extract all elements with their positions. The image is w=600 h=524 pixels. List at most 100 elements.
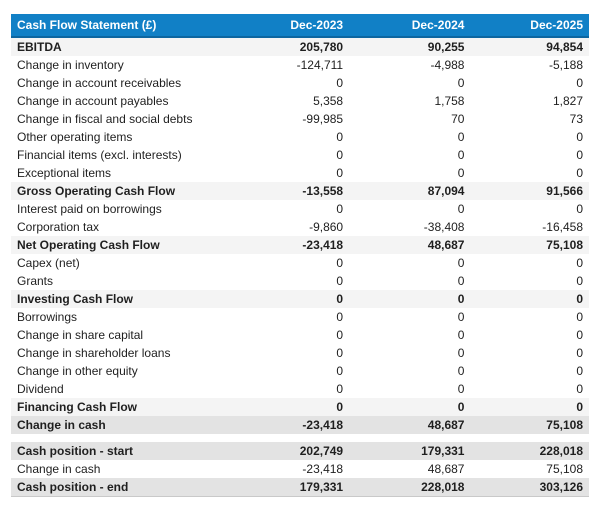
row-label: Change in account payables [11, 92, 237, 110]
table-row: Corporation tax -9,860 -38,408 -16,458 [11, 218, 589, 236]
table-row: Gross Operating Cash Flow -13,558 87,094 91… [11, 182, 589, 200]
row-label: Cash position - end [11, 478, 237, 497]
row-label: Grants [11, 272, 237, 290]
row-value: 0 [349, 128, 471, 146]
table-row: Other operating items 0 0 0 [11, 128, 589, 146]
row-value: 0 [470, 74, 589, 92]
table-row: Change in cash -23,418 48,687 75,108 [11, 416, 589, 434]
row-value: 0 [349, 200, 471, 218]
column-header-dec-2023: Dec-2023 [236, 14, 350, 38]
row-value: 0 [349, 290, 471, 308]
table-row: EBITDA 205,780 90,255 94,854 [11, 37, 589, 56]
row-value: 73 [470, 110, 589, 128]
table-row: Cash position - start 202,749 179,331 228,0… [11, 442, 589, 460]
row-value: 75,108 [470, 416, 589, 434]
row-value: 5,358 [236, 92, 350, 110]
row-value: 0 [349, 362, 471, 380]
row-value: 0 [236, 74, 350, 92]
table-row: Change in shareholder loans 0 0 0 [11, 344, 589, 362]
row-value: 94,854 [470, 37, 589, 56]
table-row: Exceptional items 0 0 0 [11, 164, 589, 182]
table-row: Change in other equity 0 0 0 [11, 362, 589, 380]
row-label: Interest paid on borrowings [11, 200, 237, 218]
row-value: 48,687 [349, 416, 471, 434]
row-label: Exceptional items [11, 164, 237, 182]
table-title: Cash Flow Statement (£) [11, 14, 237, 38]
column-header-dec-2024: Dec-2024 [349, 14, 471, 38]
table-header-row: Cash Flow Statement (£) Dec-2023 Dec-202… [11, 14, 589, 38]
row-value: 0 [470, 254, 589, 272]
row-value: 0 [236, 200, 350, 218]
row-value: 0 [349, 308, 471, 326]
row-value: 0 [349, 326, 471, 344]
row-value: 90,255 [349, 37, 471, 56]
table-row: Change in cash -23,418 48,687 75,108 [11, 460, 589, 478]
table-row: Change in share capital 0 0 0 [11, 326, 589, 344]
row-value: 0 [470, 398, 589, 416]
row-value: 179,331 [236, 478, 350, 497]
row-label: Change in account receivables [11, 74, 237, 92]
table-row: Change in account payables 5,358 1,758 1,82… [11, 92, 589, 110]
row-label: Change in cash [11, 460, 237, 478]
row-value: 0 [470, 164, 589, 182]
row-value: 0 [236, 254, 350, 272]
row-value: 0 [236, 128, 350, 146]
table-row: Capex (net) 0 0 0 [11, 254, 589, 272]
row-value: 48,687 [349, 236, 471, 254]
row-value: -124,711 [236, 56, 350, 74]
table-row: Change in account receivables 0 0 0 [11, 74, 589, 92]
row-label: EBITDA [11, 37, 237, 56]
row-label: Investing Cash Flow [11, 290, 237, 308]
row-value: 0 [236, 272, 350, 290]
row-value: 0 [349, 272, 471, 290]
row-value: 0 [236, 380, 350, 398]
row-value: 0 [470, 146, 589, 164]
row-value: 303,126 [470, 478, 589, 497]
row-value: 0 [470, 344, 589, 362]
row-label: Borrowings [11, 308, 237, 326]
row-value: 0 [470, 362, 589, 380]
row-value: 91,566 [470, 182, 589, 200]
row-label: Financial items (excl. interests) [11, 146, 237, 164]
table-row: Financing Cash Flow 0 0 0 [11, 398, 589, 416]
row-value: 0 [236, 290, 350, 308]
row-value: 0 [349, 74, 471, 92]
row-label: Change in other equity [11, 362, 237, 380]
row-value: 0 [470, 272, 589, 290]
cash-flow-table: Cash Flow Statement (£) Dec-2023 Dec-202… [11, 14, 589, 434]
table-row: Change in inventory -124,711 -4,988 -5,188 [11, 56, 589, 74]
row-value: 0 [349, 146, 471, 164]
row-value: -23,418 [236, 236, 350, 254]
table-row: Change in fiscal and social debts -99,985… [11, 110, 589, 128]
row-value: 0 [236, 146, 350, 164]
row-value: 0 [349, 344, 471, 362]
row-value: 1,827 [470, 92, 589, 110]
row-value: 0 [236, 164, 350, 182]
row-value: 0 [470, 326, 589, 344]
row-value: 75,108 [470, 236, 589, 254]
row-value: 0 [470, 128, 589, 146]
row-label: Change in inventory [11, 56, 237, 74]
row-value: 1,758 [349, 92, 471, 110]
row-value: 0 [236, 326, 350, 344]
row-label: Corporation tax [11, 218, 237, 236]
row-value: 0 [236, 398, 350, 416]
cash-flow-statement: Cash Flow Statement (£) Dec-2023 Dec-202… [11, 14, 589, 497]
row-value: -23,418 [236, 416, 350, 434]
row-value: 0 [470, 290, 589, 308]
row-label: Net Operating Cash Flow [11, 236, 237, 254]
row-value: 87,094 [349, 182, 471, 200]
row-value: 70 [349, 110, 471, 128]
row-value: -38,408 [349, 218, 471, 236]
row-value: 0 [236, 308, 350, 326]
row-label: Cash position - start [11, 442, 237, 460]
row-value: -5,188 [470, 56, 589, 74]
row-label: Other operating items [11, 128, 237, 146]
table-row: Cash position - end 179,331 228,018 303,126 [11, 478, 589, 497]
row-value: 0 [236, 344, 350, 362]
row-value: 0 [349, 164, 471, 182]
row-value: 0 [236, 362, 350, 380]
row-label: Change in shareholder loans [11, 344, 237, 362]
row-value: -23,418 [236, 460, 350, 478]
row-label: Dividend [11, 380, 237, 398]
